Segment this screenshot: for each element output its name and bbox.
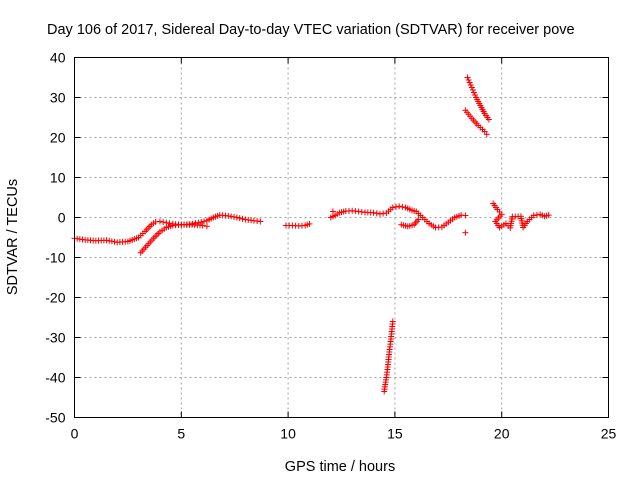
data-point (396, 203, 403, 210)
series-segment-15-low (398, 216, 422, 230)
data-point (370, 209, 377, 216)
tick-layer: 0 5 10 15 20 25 -50 -40 -30 -20 -10 0 10 20 30 40 (45, 50, 616, 442)
grid-layer (74, 57, 609, 418)
x-tick-label: 25 (601, 426, 617, 442)
plot-frame (74, 57, 609, 418)
data-point (483, 131, 490, 138)
series-spike-18-upper (464, 74, 492, 123)
series-main-track (71, 212, 264, 246)
data-point (228, 213, 235, 220)
data-point (156, 218, 163, 225)
data-point (392, 203, 399, 210)
y-tick-label: 0 (58, 210, 66, 226)
data-point (239, 215, 246, 222)
series-spike-15 (381, 318, 396, 395)
data-point (236, 215, 243, 222)
chart-title: Day 106 of 2017, Sidereal Day-to-day VTE… (47, 22, 575, 38)
y-tick-label: 30 (50, 90, 66, 106)
data-point (199, 222, 206, 229)
data-point (198, 219, 205, 226)
data-point (233, 214, 240, 221)
y-tick-label: -20 (45, 290, 65, 306)
series-spike-18-lower (462, 107, 490, 138)
data-point (530, 212, 537, 219)
x-tick-label: 5 (177, 426, 185, 442)
data-point (373, 210, 380, 217)
data-point (306, 220, 313, 227)
x-tick-label: 10 (280, 426, 296, 442)
series-segment-10 (282, 220, 313, 229)
data-point (389, 318, 396, 325)
data-point (257, 218, 264, 225)
data-point (203, 223, 210, 230)
x-tick-label: 15 (387, 426, 403, 442)
y-tick-label: 40 (50, 50, 66, 66)
y-tick-label: -10 (45, 250, 65, 266)
data-point (462, 229, 469, 236)
x-axis-label: GPS time / hours (285, 459, 395, 475)
data-point (415, 216, 422, 223)
series-segment-20 (490, 200, 552, 231)
data-point (485, 116, 492, 123)
data-point (533, 211, 540, 218)
data-point (166, 220, 173, 227)
x-tick-label: 20 (494, 426, 510, 442)
data-point (462, 212, 469, 219)
x-tick-label: 0 (71, 426, 79, 442)
series-segment-12 (327, 203, 469, 236)
y-tick-label: 10 (50, 170, 66, 186)
y-axis-label: SDTVAR / TECUs (5, 179, 21, 295)
y-tick-label: 20 (50, 130, 66, 146)
data-point (160, 219, 167, 226)
data-point (329, 208, 336, 215)
y-tick-label: -30 (45, 330, 65, 346)
data-layer (71, 74, 552, 395)
data-point (230, 213, 237, 220)
data-point (389, 204, 396, 211)
data-point (201, 218, 208, 225)
data-point (545, 212, 552, 219)
y-tick-label: -50 (45, 410, 65, 426)
data-point (399, 203, 406, 210)
data-point (225, 212, 232, 219)
y-tick-label: -40 (45, 370, 65, 386)
series-branch-low (137, 221, 210, 256)
